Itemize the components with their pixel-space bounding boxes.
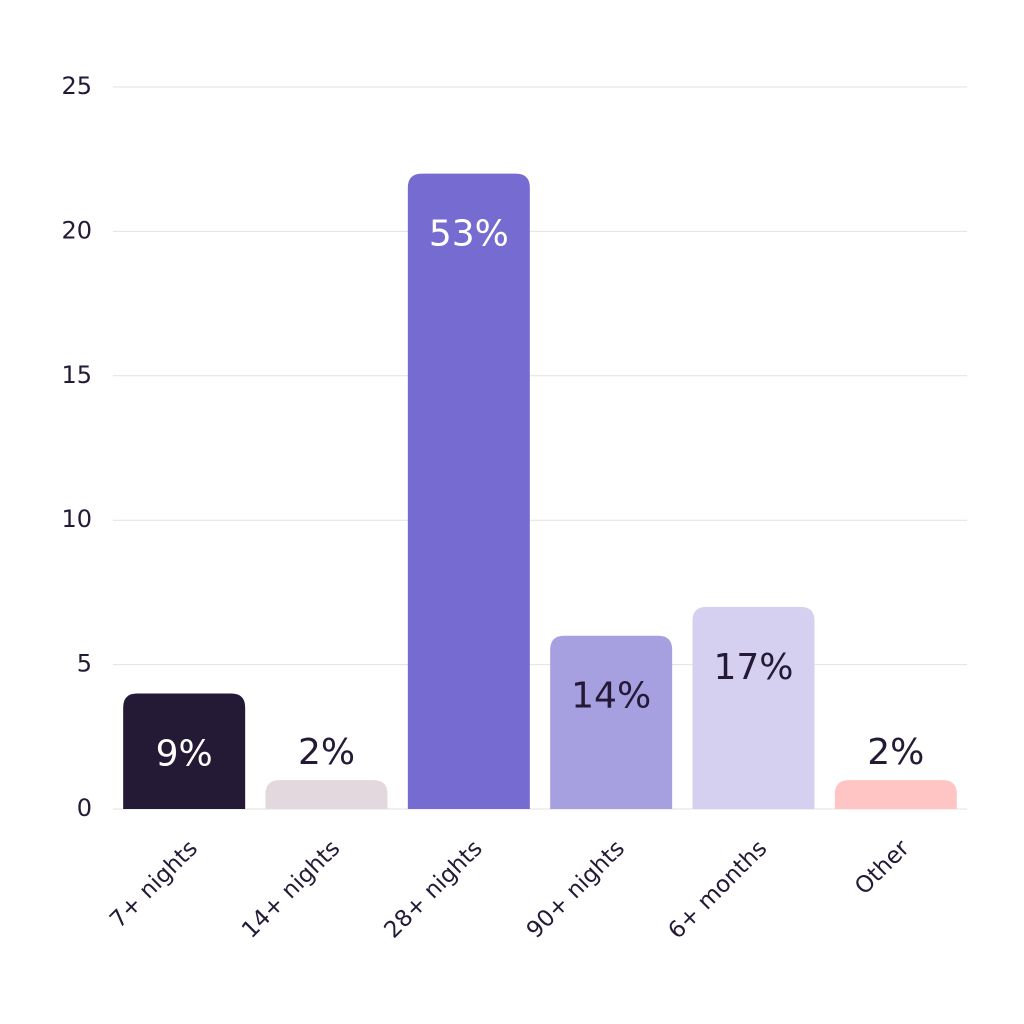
value-label: 9% [156, 733, 213, 774]
bar [550, 635, 673, 809]
value-label: 14% [571, 676, 651, 717]
x-tick-label: 6+ months [664, 835, 773, 944]
y-tick-label: 10 [61, 505, 92, 533]
x-tick-label: 28+ nights [379, 835, 487, 943]
y-tick-label: 25 [61, 72, 92, 100]
bar [407, 173, 530, 809]
x-tick-label: 14+ nights [237, 835, 345, 943]
value-label: 2% [867, 732, 924, 773]
bar [123, 693, 246, 809]
value-label: 17% [713, 647, 793, 688]
bar [834, 780, 957, 809]
y-tick-label: 20 [61, 216, 92, 244]
y-tick-label: 0 [77, 794, 92, 822]
x-tick-label: 90+ nights [522, 835, 630, 943]
value-label: 2% [298, 732, 355, 773]
bar [265, 780, 388, 809]
x-tick-label: Other [850, 835, 915, 900]
y-tick-label: 5 [77, 650, 92, 678]
x-tick-label: 7+ nights [105, 835, 203, 933]
y-tick-label: 15 [61, 361, 92, 389]
bar [692, 606, 815, 809]
value-label: 53% [429, 214, 509, 255]
